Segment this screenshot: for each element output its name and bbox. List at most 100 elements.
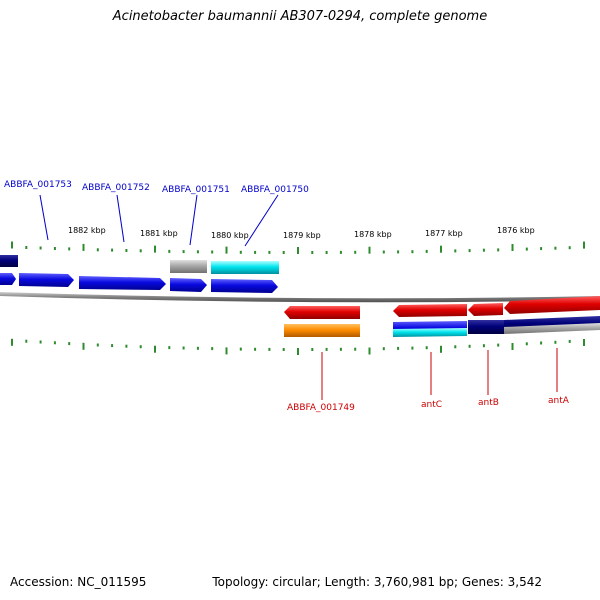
ruler-minor-tick (25, 339, 28, 343)
ruler-minor-tick (554, 340, 557, 344)
ruler-major-tick (11, 241, 13, 249)
gene-label[interactable]: ABBFA_001750 (241, 185, 309, 195)
ruler-minor-tick (68, 342, 71, 346)
gene-label[interactable]: ABBFA_001749 (287, 403, 355, 413)
ruler-minor-tick (525, 247, 528, 251)
ruler-minor-tick (96, 343, 99, 347)
ruler-minor-tick (454, 345, 457, 349)
ruler-minor-tick (525, 342, 528, 346)
ruler-minor-tick (325, 347, 328, 351)
ruler-minor-tick (482, 344, 485, 348)
ruler-minor-tick (397, 346, 400, 350)
ruler-label: 1878 kbp (354, 230, 392, 239)
ruler-minor-tick (125, 344, 128, 348)
ruler-minor-tick (411, 346, 414, 350)
gene-abbfa-001751[interactable] (170, 278, 207, 292)
ruler-label: 1879 kbp (283, 231, 321, 240)
ruler-major-tick (440, 245, 442, 253)
ruler-minor-tick (268, 250, 271, 254)
ruler-minor-tick (468, 249, 471, 253)
ruler-minor-tick (454, 249, 457, 253)
ruler-major-tick (511, 343, 514, 350)
gene-label[interactable]: antB (478, 398, 499, 408)
ruler-minor-tick (239, 347, 242, 351)
gene-arrow-blue-0[interactable] (0, 273, 16, 285)
gene-label[interactable]: ABBFA_001753 (4, 180, 72, 190)
gene-antb[interactable] (468, 303, 503, 316)
ruler-ticks-bottom (11, 338, 585, 355)
ruler-minor-tick (39, 246, 42, 250)
ruler-minor-tick (425, 249, 428, 253)
gene-label[interactable]: antC (421, 400, 442, 410)
ruler-major-tick (82, 243, 85, 251)
ruler-major-tick (440, 345, 442, 353)
ruler-major-tick (82, 342, 85, 350)
ruler-label: 1880 kbp (211, 231, 249, 240)
ruler-label: 1876 kbp (497, 226, 535, 235)
ruler-minor-tick (139, 249, 142, 253)
ruler-minor-tick (139, 345, 142, 349)
accession-text: Accession: NC_011595 (10, 575, 147, 589)
ruler-minor-tick (53, 247, 56, 250)
ruler-minor-tick (53, 341, 56, 345)
ruler-minor-tick (497, 248, 500, 252)
ruler-major-tick (154, 245, 156, 253)
ruler-minor-tick (311, 348, 314, 351)
gene-abbfa-001751-upper[interactable] (170, 260, 207, 273)
ruler-minor-tick (268, 347, 271, 351)
ruler-minor-tick (482, 248, 485, 252)
ruler-major-tick (583, 241, 585, 249)
gene-label[interactable]: ABBFA_001751 (162, 185, 230, 195)
gene-top-navy-partial[interactable] (0, 255, 18, 267)
ruler-minor-tick (111, 248, 114, 252)
ruler-label: 1881 kbp (140, 229, 178, 238)
gene-abbfa-001752[interactable] (79, 276, 166, 290)
ruler-minor-tick (382, 250, 385, 254)
ruler-minor-tick (339, 250, 342, 254)
ruler-minor-tick (354, 347, 357, 351)
gene-label[interactable]: antA (548, 396, 570, 406)
ruler-minor-tick (311, 251, 314, 254)
gene-antc-lower-cyan[interactable] (393, 328, 467, 337)
gene-abbfa-001750[interactable] (211, 279, 278, 293)
ruler-minor-tick (397, 250, 400, 254)
ruler-minor-tick (568, 246, 571, 250)
gene-abbfa-001749[interactable] (284, 306, 360, 319)
ruler-major-tick (297, 348, 299, 355)
gene-abbfa-001750-upper[interactable] (211, 261, 279, 274)
ruler-minor-tick (211, 250, 214, 254)
ruler-minor-tick (182, 250, 185, 254)
ruler-minor-tick (211, 347, 214, 351)
ruler-minor-tick (382, 347, 385, 351)
gene-anta-lower-grey[interactable] (504, 323, 600, 334)
ruler-major-tick (11, 338, 13, 346)
ruler-major-tick (368, 347, 371, 355)
ruler-minor-tick (111, 344, 114, 348)
ruler-minor-tick (68, 247, 71, 251)
ruler-minor-tick (282, 348, 285, 351)
ruler-minor-tick (25, 246, 28, 249)
gene-antb-lower[interactable] (468, 320, 504, 334)
gene-antc[interactable] (393, 304, 467, 317)
genome-backbone (0, 292, 600, 303)
ruler-ticks-top (11, 241, 585, 254)
gene-label[interactable]: ABBFA_001752 (82, 183, 150, 193)
ruler-minor-tick (196, 250, 199, 254)
ruler-minor-tick (540, 341, 543, 345)
ruler-label: 1882 kbp (68, 226, 106, 235)
ruler-minor-tick (468, 344, 471, 348)
ruler-major-tick (583, 339, 585, 346)
ruler-minor-tick (540, 247, 543, 251)
gene-abbfa-001753[interactable] (19, 273, 74, 287)
ruler-major-tick (297, 247, 299, 254)
ruler-major-tick (225, 347, 228, 355)
leader-lines-top (39, 194, 279, 247)
gene-abbfa-001749-lower[interactable] (284, 324, 360, 337)
ruler-minor-tick (554, 246, 557, 250)
ruler-minor-tick (254, 250, 257, 254)
ruler-minor-tick (239, 250, 242, 254)
gene-anta[interactable] (504, 296, 600, 314)
ruler-minor-tick (354, 250, 357, 254)
ruler-minor-tick (411, 250, 414, 254)
ruler-minor-tick (339, 347, 342, 351)
